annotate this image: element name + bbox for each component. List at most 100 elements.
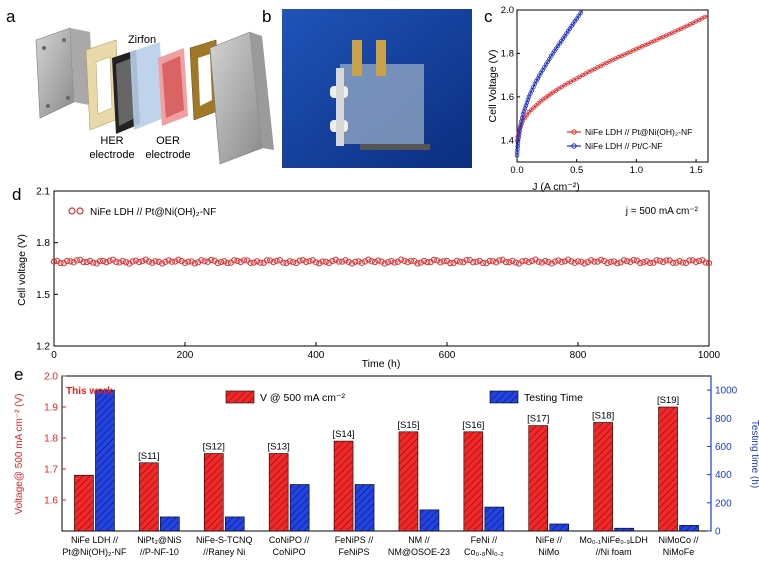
panel-d: d Cell voltage (V) Time (h) 0 200 400 600 80… (12, 185, 721, 370)
oer-electrode-illustration (158, 48, 188, 126)
chart-d-frame (53, 190, 710, 347)
chart-d-point (175, 256, 182, 263)
chart-d-point (339, 258, 346, 265)
chart-e-ytick-label: 1.7 (44, 465, 58, 476)
chart-e-voltage-bar (203, 453, 224, 532)
chart-e-category-line1: Mo₀.₁NiFe₀.₉LDH (579, 535, 648, 545)
chart-e-y2tick-label: 600 (715, 442, 732, 453)
chart-d-point (581, 260, 588, 267)
chart-d-point (630, 256, 637, 264)
chart-d-point (185, 258, 192, 265)
chart-d-point (365, 256, 372, 263)
chart-c-xlabel: J (A cm⁻²) (532, 181, 580, 193)
chart-d-point (181, 259, 189, 267)
chart-d-point (319, 258, 326, 265)
chart-d-ytick-label: 1.8 (36, 238, 50, 249)
chart-d-point (132, 257, 139, 264)
chart-e-y2tick-label: 200 (715, 498, 732, 509)
her-label-line2: electrode (89, 149, 134, 161)
chart-d-point (168, 258, 175, 265)
chart-d-point (470, 259, 477, 266)
chart-e-category-line2: Co₀.₈Ni₀.₂ (464, 547, 504, 557)
chart-e-this-work-label: This work (66, 386, 113, 397)
chart-e-ytick-label: 1.6 (44, 496, 58, 507)
chart-d-point (221, 258, 228, 265)
chart-c-legend-0: NiFe LDH // Pt@Ni(OH)₂-NF (585, 127, 692, 137)
chart-c-frame (516, 9, 709, 163)
chart-d-point (280, 259, 287, 266)
left-gasket-illustration (85, 39, 121, 131)
chart-e-category-line2: CoNiPO (273, 547, 306, 557)
chart-d-series (50, 256, 713, 267)
chart-d-point (198, 257, 205, 264)
chart-d-point (162, 258, 169, 265)
chart-d-point (692, 258, 700, 266)
chart-e-voltage-bar (528, 425, 549, 532)
chart-d-point (627, 258, 634, 266)
chart-d-point (257, 259, 264, 266)
chart-c-series-point-0 (536, 101, 541, 106)
chart-e-y2label: Testing time (h) (749, 420, 759, 488)
chart-d-point (273, 257, 280, 264)
chart-d-point (106, 257, 113, 264)
chart-e-voltage-bar (463, 431, 484, 532)
oer-label-line2: electrode (145, 149, 190, 161)
chart-d-point (136, 258, 143, 266)
chart-e-time-bar (224, 516, 245, 532)
chart-d-point (316, 260, 323, 267)
chart-e-ylabel: Voltage@ 500 mA cm⁻² (V) (14, 393, 25, 514)
chart-d-point (614, 260, 621, 267)
chart-d-xtick-label: 600 (439, 350, 456, 361)
chart-d-point (640, 259, 647, 266)
chart-d-point (83, 258, 90, 266)
chart-d-point (178, 258, 185, 265)
electrolyzer-photo (282, 9, 472, 168)
chart-e-ref-label: [S17] (527, 414, 549, 425)
chart-d-point (568, 258, 575, 265)
chart-d-point (152, 258, 159, 265)
chart-e-y2tick-label: 800 (715, 414, 732, 425)
chart-c-series (514, 9, 709, 158)
chart-e-legend-swatch-0 (225, 390, 255, 404)
chart-d-point (231, 257, 238, 264)
panel-e: e Voltage@ 500 mA cm⁻² (V) Testing time … (14, 365, 759, 557)
chart-d-point (250, 259, 257, 266)
chart-d-point (679, 259, 686, 266)
chart-d-legend-0: NiFe LDH // Pt@Ni(OH)₂-NF (90, 207, 216, 218)
chart-d-point (610, 258, 618, 265)
panel-a: a Zirfon HER (6, 7, 274, 165)
chart-d-point (561, 258, 569, 265)
chart-e-ref-label: [S13] (268, 442, 290, 453)
chart-e-ytick-label: 2.0 (44, 372, 58, 383)
chart-d-point (96, 258, 103, 265)
chart-d-point (597, 256, 605, 263)
panel-b: b (262, 7, 472, 168)
chart-c-series-point-0 (524, 112, 530, 118)
chart-e-legend-0: V @ 500 mA cm⁻² (260, 392, 346, 404)
chart-d-point (447, 260, 454, 267)
chart-d-point (522, 257, 529, 264)
chart-d-point (548, 260, 555, 267)
chart-c-ytick-label: 1.8 (501, 48, 514, 59)
chart-e-time-bar (95, 389, 115, 532)
chart-d-xlabel: Time (h) (362, 358, 401, 370)
chart-d-point (103, 259, 110, 266)
chart-e-time-bar (549, 523, 570, 532)
chart-d-point (139, 258, 146, 265)
chart-e-voltage-bar (658, 406, 678, 532)
chart-d-xtick-label: 400 (308, 350, 325, 361)
chart-d-point (352, 258, 359, 265)
chart-d-point (234, 257, 241, 264)
chart-d-point (473, 258, 480, 265)
chart-d-point (653, 257, 660, 264)
chart-e-voltage-bar (593, 422, 613, 532)
chart-d-point (50, 258, 58, 265)
chart-d-point (378, 258, 385, 265)
panel-c: c Cell Voltage (V) J (A cm⁻²) 0.0 0.5 1.0 1… (484, 5, 709, 193)
chart-d-point (332, 256, 339, 263)
chart-e-time-bar (354, 484, 375, 532)
chart-e-category-line1: NiFe LDH // (71, 535, 119, 545)
panel-label-c: c (484, 7, 493, 26)
chart-e-category-labels: NiFe LDH // Pt@Ni(OH)₂-NF NiPt₃@NiS //P-NF-… (62, 535, 699, 557)
panel-label-e: e (14, 365, 23, 384)
